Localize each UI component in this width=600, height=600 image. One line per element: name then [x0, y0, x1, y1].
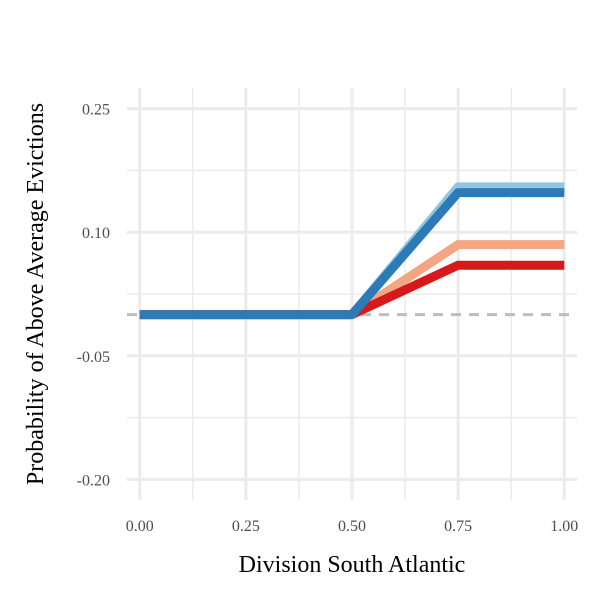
y-tick-label: -0.20 — [77, 472, 110, 489]
series-layer — [139, 182, 565, 320]
y-tick-label: 0.25 — [82, 102, 110, 119]
x-tick-labels: 0.00 0.25 0.50 0.75 1.00 — [126, 518, 579, 535]
x-tick-label: 0.50 — [338, 518, 366, 535]
x-tick-label: 0.75 — [444, 518, 472, 535]
series-line-4 — [139, 188, 565, 320]
y-axis-title: Probability of Above Average Evictions — [23, 103, 49, 485]
y-tick-label: 0.10 — [82, 225, 110, 242]
grid-major — [127, 88, 577, 500]
y-tick-label: -0.05 — [77, 349, 110, 366]
x-tick-label: 1.00 — [550, 518, 578, 535]
x-tick-label: 0.00 — [126, 518, 154, 535]
x-axis-title: Division South Atlantic — [239, 552, 466, 578]
x-tick-label: 0.25 — [232, 518, 260, 535]
y-tick-labels: -0.20 -0.05 0.10 0.25 — [77, 102, 110, 490]
